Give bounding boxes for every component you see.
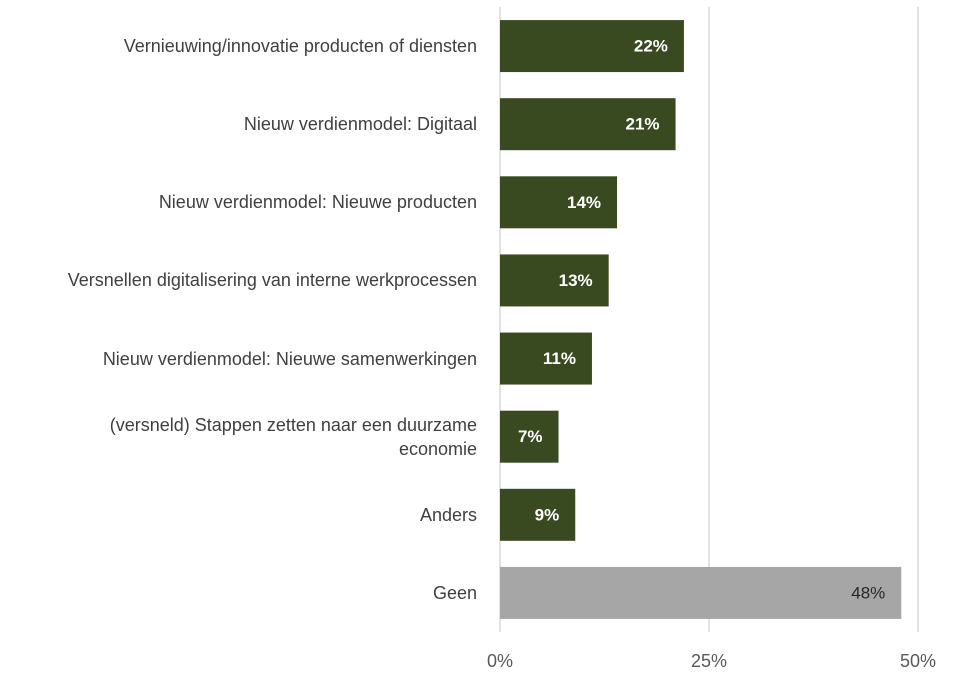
- category-label: Nieuw verdienmodel: Nieuwe producten: [158, 192, 477, 213]
- data-label: 14%: [567, 193, 601, 212]
- x-tick-label: 0%: [487, 651, 513, 671]
- bar: [500, 254, 609, 307]
- category-label: Nieuw verdienmodel: Digitaal: [243, 114, 477, 135]
- data-label: 48%: [851, 583, 885, 602]
- bar: [500, 20, 684, 73]
- bar: [500, 98, 676, 151]
- category-label: Vernieuwing/innovatie producten of diens…: [123, 36, 477, 57]
- data-label: 22%: [634, 37, 668, 56]
- bar: [500, 332, 592, 385]
- category-label: Nieuw verdienmodel: Nieuwe samenwerkinge…: [102, 348, 477, 369]
- data-label: 9%: [535, 505, 560, 524]
- category-label: (versneld) Stappen zetten naar een duurz…: [109, 414, 477, 459]
- bar: [500, 176, 618, 229]
- bar: [500, 488, 576, 541]
- data-label: 21%: [626, 115, 660, 134]
- category-label: Geen: [432, 582, 477, 603]
- data-label: 13%: [559, 271, 593, 290]
- category-label: Versnellen digitalisering van interne we…: [67, 270, 477, 291]
- bar: [500, 410, 559, 463]
- data-label: 11%: [543, 349, 576, 368]
- data-label: 7%: [518, 427, 543, 446]
- bar: [500, 566, 902, 619]
- x-tick-label: 25%: [691, 651, 727, 671]
- category-label: Anders: [419, 504, 477, 525]
- x-tick-label: 50%: [900, 651, 936, 671]
